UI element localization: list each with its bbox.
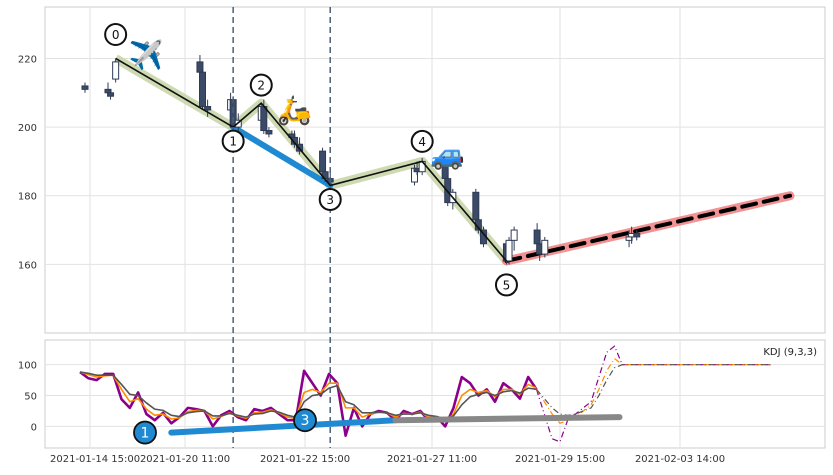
- kdj-series-line: [79, 371, 537, 420]
- emoji-annotation: ✈️: [129, 37, 164, 71]
- indicator-y-tick-label: 50: [24, 392, 37, 403]
- swing-point-label: 5: [503, 278, 511, 292]
- candle-body: [541, 239, 549, 255]
- swing-point-label: 3: [326, 193, 334, 207]
- swing-path-line: [115, 57, 508, 262]
- kdj-lines: [79, 345, 771, 443]
- candle-body: [505, 239, 513, 262]
- indicator-marker-label: 3: [301, 413, 310, 429]
- emoji-annotation: 🚙: [430, 138, 465, 171]
- swing-point-label: 0: [112, 28, 120, 42]
- price-y-tick-label: 220: [18, 54, 37, 65]
- candle-body: [633, 232, 641, 238]
- x-tick-label: 2021-01-20 11:00: [140, 454, 230, 465]
- price-y-tick-label: 160: [18, 260, 37, 271]
- indicator-marker: [293, 408, 317, 433]
- swing-point-marker: [410, 129, 434, 153]
- indicator-marker: [133, 420, 157, 445]
- indicator-trend-line: [168, 417, 399, 436]
- x-tick-label: 2021-01-22 15:00: [260, 454, 350, 465]
- candle-body: [290, 136, 298, 145]
- kdj-series-line: [79, 369, 538, 437]
- indicator-y-tick-label: 0: [31, 422, 37, 433]
- kdj-forecast-line: [536, 364, 771, 416]
- trend-line: [230, 124, 334, 189]
- trend-line-dashed: [504, 193, 792, 263]
- candle-body: [112, 61, 120, 80]
- indicator-y-tick-label: 100: [18, 361, 37, 372]
- indicator-panel: [44, 339, 826, 449]
- swing-point-label: 2: [257, 79, 265, 93]
- swing-point-marker: [249, 73, 273, 97]
- swing-point-marker: [494, 273, 518, 297]
- emoji-annotation: 🛵: [277, 93, 312, 126]
- candle-body: [204, 106, 212, 111]
- candle-body: [510, 229, 518, 241]
- indicator-legend-text: KDJ (9,3,3): [763, 347, 817, 358]
- candle-body: [107, 92, 115, 97]
- candle-body: [199, 71, 206, 108]
- price-y-tick-label: 200: [18, 123, 37, 134]
- swing-point-marker: [318, 187, 342, 211]
- candle-body: [81, 85, 89, 90]
- kdj-series-line: [79, 371, 537, 423]
- indicator-marker-label: 1: [141, 426, 150, 442]
- x-tick-label: 2021-02-03 14:00: [635, 454, 725, 465]
- candle-body: [260, 106, 268, 132]
- swing-point-marker: [221, 129, 245, 153]
- x-tick-label: 2021-01-29 15:00: [515, 454, 605, 465]
- x-tick-label: 2021-01-14 15:00: [50, 454, 140, 465]
- price-y-tick-label: 180: [18, 192, 37, 203]
- indicator-trend-line: [392, 414, 623, 424]
- swing-point-label: 1: [229, 135, 237, 149]
- candle-body: [265, 130, 273, 135]
- swing-point-marker: [104, 22, 128, 46]
- swing-point-label: 4: [418, 135, 426, 149]
- x-tick-label: 2021-01-27 11:00: [387, 454, 477, 465]
